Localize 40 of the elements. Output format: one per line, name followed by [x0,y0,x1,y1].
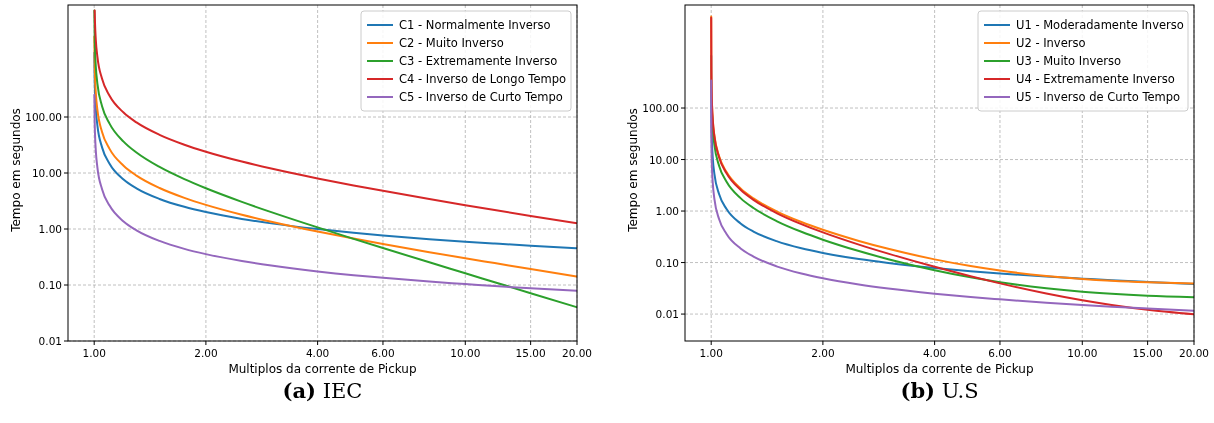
y-tick-label: 0.01 [38,335,62,347]
text: (b) U.S [900,378,979,403]
legend-label: U3 - Muito Inverso [1016,54,1122,68]
legend-label: C5 - Inverso de Curto Tempo [399,90,563,104]
x-tick-label: 10.00 [450,347,481,359]
x-tick-label: 20.00 [1178,347,1210,359]
legend-label: C4 - Inverso de Longo Tempo [399,72,567,86]
x-axis-title: Multiplos da corrente de Pickup [845,362,1034,376]
legend-label: U1 - Moderadamente Inverso [1016,18,1184,32]
x-tick-label: 15.00 [515,347,546,359]
y-tick-label: 0.10 [655,256,679,269]
legend-label: U5 - Inverso de Curto Tempo [1016,90,1181,104]
x-tick-label: 20.00 [561,347,593,359]
text: (a) IEC [282,378,363,403]
x-tick-label: 1.00 [82,347,106,359]
x-tick-label: 6.00 [988,347,1012,359]
y-tick-label: 100.00 [642,102,679,115]
y-axis-title: Tempo em segundos [9,108,23,233]
legend-label: C1 - Normalmente Inverso [399,18,551,32]
y-tick-label: 1.00 [38,223,62,235]
x-tick-label: 6.00 [371,347,395,359]
y-tick-label: 10.00 [648,153,679,166]
legend-label: U4 - Extremamente Inverso [1016,72,1175,86]
y-tick-label: 0.01 [655,308,679,321]
legend-label: C2 - Muito Inverso [399,36,504,50]
x-tick-label: 1.00 [699,347,723,359]
y-tick-label: 10.00 [31,167,62,179]
y-tick-label: 0.10 [38,279,62,291]
x-tick-label: 4.00 [305,347,330,359]
x-axis-title: Multiplos da corrente de Pickup [228,362,417,376]
x-tick-label: 2.00 [194,347,218,359]
x-tick-label: 4.00 [922,347,947,359]
y-axis-title: Tempo em segundos [626,108,640,233]
x-tick-label: 2.00 [811,347,835,359]
x-tick-label: 10.00 [1067,347,1098,359]
x-tick-label: 15.00 [1132,347,1163,359]
legend-label: C3 - Extremamente Inverso [399,54,558,68]
y-tick-label: 100.00 [25,111,62,123]
y-tick-label: 1.00 [655,205,679,218]
legend-label: U2 - Inverso [1016,36,1086,50]
